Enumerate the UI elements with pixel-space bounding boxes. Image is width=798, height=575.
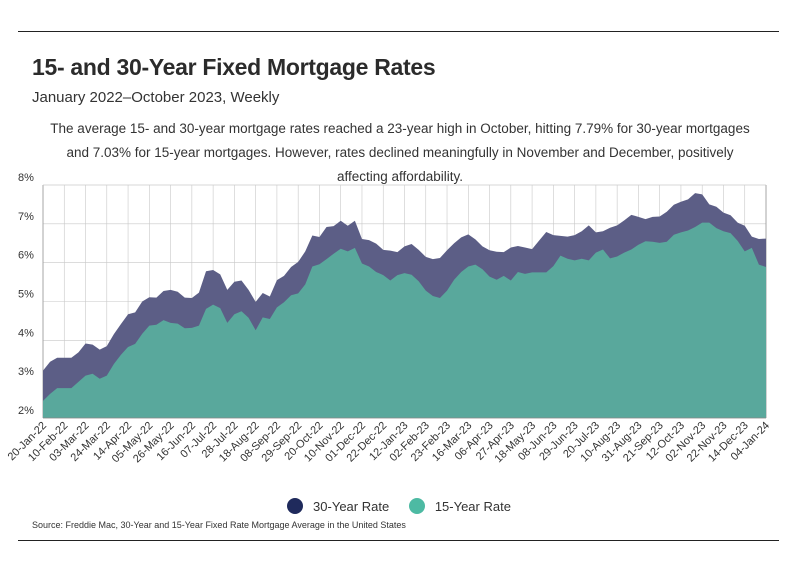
y-tick-label: 4%: [18, 327, 34, 339]
y-tick-label: 6%: [18, 250, 34, 262]
chart-title: 15- and 30-Year Fixed Mortgage Rates: [32, 54, 436, 80]
y-tick-label: 8%: [18, 172, 34, 184]
y-tick-label: 2%: [18, 405, 34, 417]
chart-legend: 30-Year Rate 15-Year Rate: [0, 498, 798, 517]
legend-label-30yr: 30-Year Rate: [313, 498, 390, 514]
y-tick-label: 7%: [18, 211, 34, 223]
legend-swatch-15yr: [408, 498, 425, 514]
legend-swatch-30yr: [287, 498, 304, 514]
y-tick-label: 5%: [18, 289, 34, 301]
chart-description: The average 15- and 30-year mortgage rat…: [50, 121, 750, 184]
source-note: Source: Freddie Mac, 30-Year and 15-Year…: [32, 520, 406, 530]
bottom-rule: [18, 540, 779, 541]
y-tick-label: 3%: [18, 366, 34, 378]
series-area-15yr: [43, 222, 766, 418]
legend-label-15yr: 15-Year Rate: [434, 498, 511, 514]
legend-item-15yr: 15-Year Rate: [408, 498, 511, 514]
legend-item-30yr: 30-Year Rate: [287, 498, 389, 514]
chart-subtitle: January 2022–October 2023, Weekly: [32, 89, 280, 106]
top-rule: [18, 31, 779, 32]
